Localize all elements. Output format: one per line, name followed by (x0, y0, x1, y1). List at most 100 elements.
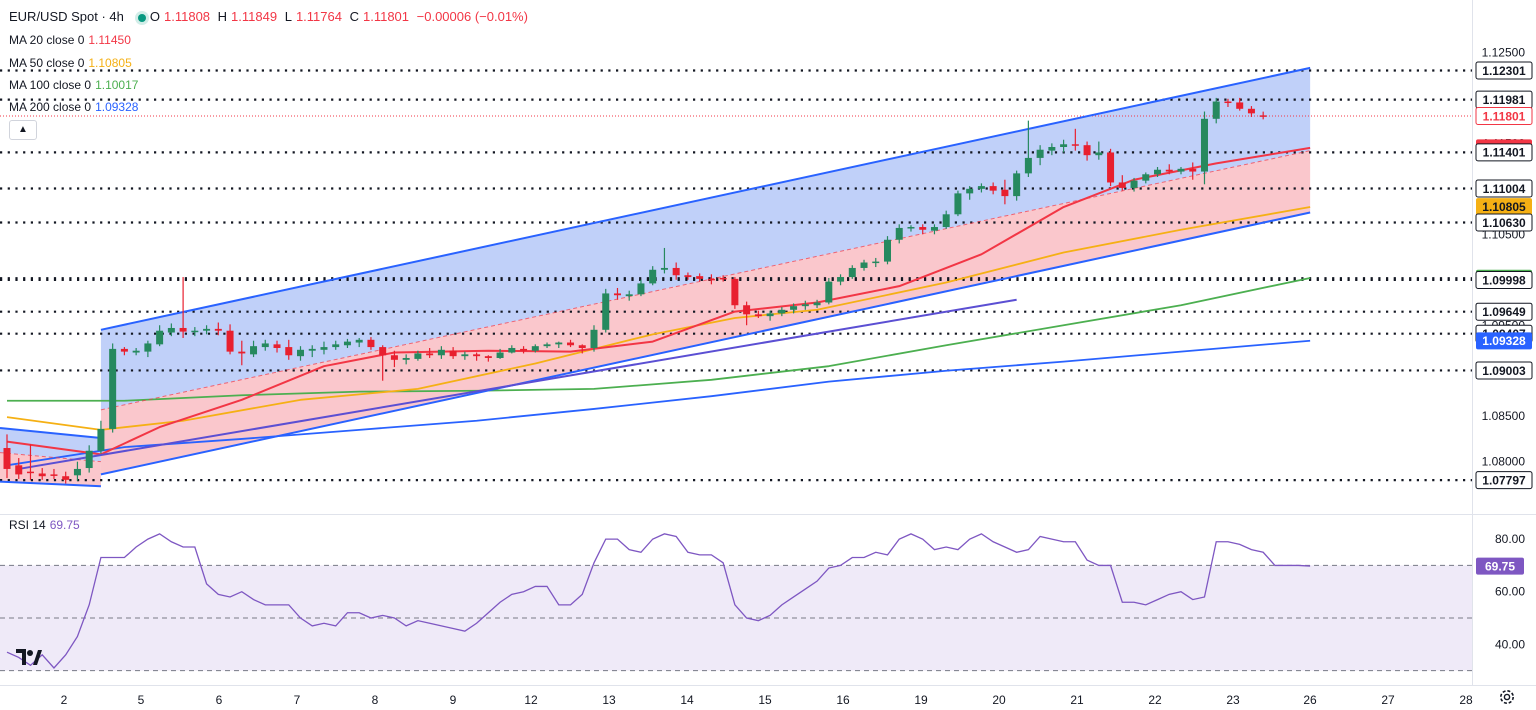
channel-main-upper-line[interactable] (100, 66, 1311, 331)
price-label-level[interactable]: 1.10630 (1475, 213, 1533, 232)
candle (1001, 179, 1009, 205)
candle-body (801, 304, 809, 307)
rsi-value-label[interactable]: 69.75 (1476, 557, 1524, 575)
trendline[interactable] (18, 298, 1017, 470)
low-value: 1.11764 (295, 9, 342, 24)
time-tick-label: 20 (992, 693, 1006, 707)
price-label-level[interactable]: 1.09003 (1475, 361, 1533, 380)
candle (191, 327, 199, 337)
tradingview-logo-icon[interactable] (16, 648, 42, 666)
candle (250, 340, 258, 358)
rsi-legend[interactable]: RSI 14 69.75 (9, 518, 84, 532)
candle (1036, 145, 1044, 166)
candle (402, 354, 410, 365)
candle (26, 444, 34, 480)
price-label-ma50[interactable]: 1.10805 (1476, 198, 1532, 216)
low-label: L (284, 9, 292, 24)
candle-body (308, 348, 316, 351)
gear-icon[interactable] (1498, 688, 1516, 706)
collapse-legend-button[interactable]: ▲ (9, 120, 37, 140)
candle-body (1107, 152, 1115, 183)
candle-body (3, 448, 11, 469)
candle (156, 325, 164, 347)
candle (426, 347, 434, 358)
candle-body (285, 347, 293, 356)
candle-body (531, 346, 539, 351)
channel-lines[interactable] (0, 66, 1311, 488)
candle (543, 342, 551, 348)
candle (837, 274, 845, 286)
channel-small-upper-line[interactable] (0, 427, 102, 440)
ma200-label: MA 200 close 0 (9, 100, 92, 114)
time-tick-label: 7 (294, 693, 301, 707)
candle (120, 347, 128, 356)
candle (343, 338, 351, 348)
candle (590, 325, 598, 352)
price-label-box (1475, 143, 1533, 162)
candle (754, 310, 762, 318)
price-label-level[interactable]: 1.09649 (1475, 302, 1533, 321)
time-tick-label: 22 (1148, 693, 1162, 707)
candle-body (707, 278, 715, 281)
price-label-text: 1.09003 (1482, 364, 1526, 378)
price-label-level[interactable]: 1.07797 (1475, 471, 1533, 490)
price-label-level[interactable]: 1.11981 (1475, 90, 1533, 109)
high-label: H (217, 9, 228, 24)
candle-body (156, 330, 164, 345)
horizontal-levels[interactable] (0, 69, 1472, 482)
candle-body (132, 350, 140, 353)
symbol-title[interactable]: EUR/USD Spot · 4h (9, 9, 124, 24)
candle-body (813, 302, 821, 306)
price-tick-label: 1.12500 (1482, 45, 1526, 59)
candle-body (343, 341, 351, 346)
candle (801, 300, 809, 310)
candle-body (261, 343, 269, 348)
price-label-level[interactable]: 1.11401 (1475, 143, 1533, 162)
channel-main-lower-line[interactable] (100, 211, 1311, 476)
candle (144, 340, 152, 358)
price-label-ma200[interactable]: 1.09328 (1476, 332, 1532, 350)
candle-body (414, 353, 422, 359)
candle (613, 287, 621, 300)
ma20-legend[interactable]: MA 20 close 0 1.11450 (9, 33, 135, 47)
candle (1142, 172, 1150, 184)
candle-body (837, 277, 845, 282)
price-label-last[interactable]: 1.11801 (1475, 106, 1533, 125)
candle-body (719, 277, 727, 280)
candle-body (860, 262, 868, 268)
candle-body (543, 344, 551, 347)
ma200-legend[interactable]: MA 200 close 0 1.09328 (9, 100, 142, 114)
open-value: 1.11808 (164, 9, 211, 24)
price-label-level[interactable]: 1.09998 (1475, 270, 1533, 289)
channel-small-lower-line[interactable] (0, 480, 101, 488)
candle (895, 224, 903, 244)
candle (696, 273, 704, 282)
candle-body (1154, 169, 1162, 175)
price-label-box (1475, 179, 1533, 198)
candle (179, 277, 187, 338)
time-tick-label: 5 (138, 693, 145, 707)
time-axis[interactable]: 2 5 6 7 8 9 12 13 14 15 16 19 20 21 22 23 26 27 28 (61, 693, 1473, 707)
candle-body (895, 227, 903, 240)
candle (85, 445, 93, 473)
ma50-legend[interactable]: MA 50 close 0 1.10805 (9, 56, 136, 70)
candle (109, 343, 117, 433)
price-label-level[interactable]: 1.12301 (1475, 61, 1533, 80)
candle-body (848, 267, 856, 278)
price-label-level[interactable]: 1.11004 (1475, 179, 1533, 198)
rsi-value: 69.75 (49, 518, 80, 532)
time-tick-label: 14 (680, 693, 694, 707)
candle-body (1001, 189, 1009, 197)
ma20-value: 1.11450 (88, 33, 131, 47)
price-axis[interactable]: 1.125001.120001.115001.105001.100001.095… (1475, 45, 1533, 651)
candle (825, 277, 833, 305)
ma100-value: 1.10017 (95, 78, 139, 92)
candle-body (1083, 145, 1091, 156)
time-tick-label: 26 (1303, 693, 1317, 707)
candle-body (684, 275, 692, 278)
ma100-legend[interactable]: MA 100 close 0 1.10017 (9, 78, 142, 92)
candle-body (942, 214, 950, 228)
candle (660, 247, 668, 274)
candle-body (1130, 180, 1138, 188)
